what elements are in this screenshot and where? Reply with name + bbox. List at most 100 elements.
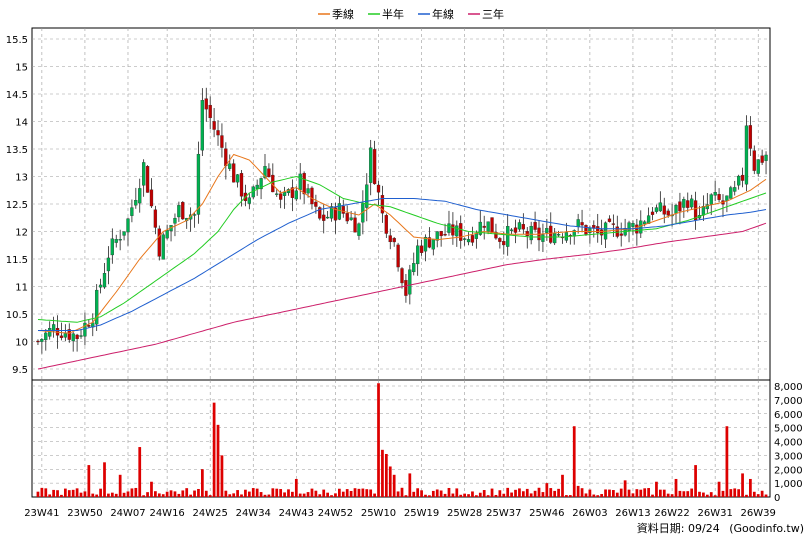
volume-bar <box>612 490 615 497</box>
volume-bar <box>416 488 420 497</box>
volume-bar <box>161 494 165 497</box>
volume-bar <box>451 493 455 497</box>
volume-bar <box>596 495 600 497</box>
candle-body <box>51 324 56 332</box>
footer-date: 資料日期: 09/24 <box>637 521 720 535</box>
volume-bar <box>220 455 224 497</box>
candle <box>752 145 756 175</box>
price-y-tick: 11.5 <box>6 255 28 266</box>
price-y-tick: 10 <box>15 338 28 349</box>
volume-bar <box>635 489 639 497</box>
candle <box>690 194 694 210</box>
candle <box>525 227 529 249</box>
candle <box>709 193 713 215</box>
volume-bar <box>604 489 607 497</box>
volume-bar <box>173 491 177 497</box>
candle-body <box>556 234 561 236</box>
moving-average-lines <box>37 153 767 370</box>
volume-bar <box>107 493 110 497</box>
candle <box>392 236 396 247</box>
volume-bar <box>48 494 52 497</box>
candle <box>239 170 244 207</box>
candle-body <box>713 192 717 196</box>
x-tick-label: 24W25 <box>193 508 228 519</box>
volume-bar <box>623 480 627 497</box>
candle <box>455 220 459 247</box>
candle <box>502 231 506 255</box>
candle <box>733 180 737 196</box>
volume-bar <box>608 489 611 497</box>
legend-label: 半年 <box>382 7 404 21</box>
candle-body <box>611 223 616 225</box>
volume-bar <box>702 492 705 497</box>
legend-item-0: 季線 <box>318 7 354 21</box>
candle-body <box>48 328 52 337</box>
volume-y-tick: 6,000 <box>774 410 803 421</box>
candle-body <box>177 205 181 218</box>
x-tick-label: 24W16 <box>149 508 184 519</box>
price-y-tick: 14 <box>15 118 28 129</box>
candle-body <box>517 222 522 230</box>
volume-bar <box>302 493 306 497</box>
candle <box>134 187 138 209</box>
x-tick-label: 26W03 <box>572 508 607 519</box>
footer-label: 資料日期: 09/24 (Goodinfo.tw) <box>637 521 804 535</box>
candle <box>114 234 118 248</box>
volume-bar <box>471 491 474 497</box>
candle-body <box>447 223 451 233</box>
candle-body <box>729 187 733 199</box>
candle <box>419 240 424 256</box>
volume-bar <box>631 493 635 497</box>
candle <box>388 228 392 250</box>
volume-bar <box>705 494 709 497</box>
candle <box>75 333 79 352</box>
volume-bar <box>404 495 408 497</box>
candle <box>584 224 588 236</box>
candle <box>509 227 514 235</box>
volume-bar <box>396 491 400 497</box>
price-y-tick: 12.5 <box>6 200 28 211</box>
candle <box>228 154 232 172</box>
volume-bar <box>87 465 91 497</box>
volume-bar <box>189 494 192 497</box>
candle-body <box>666 210 670 216</box>
volume-bar <box>377 383 380 497</box>
volume-bar <box>557 488 560 497</box>
candle-body <box>216 130 220 136</box>
candle-body <box>740 174 745 181</box>
volume-bar <box>79 492 83 497</box>
volume-bar <box>737 489 741 497</box>
candle <box>404 274 408 303</box>
candle-body <box>678 201 682 212</box>
volume-bar <box>91 493 95 497</box>
volume-bar <box>721 490 725 497</box>
candle-body <box>102 273 107 288</box>
candle <box>556 230 561 238</box>
candle <box>635 218 639 246</box>
volume-bar <box>388 466 392 497</box>
candle-body <box>400 268 404 284</box>
volume-bar <box>443 493 447 497</box>
candle-body <box>173 217 177 224</box>
candle <box>435 231 439 248</box>
price-y-tick: 11 <box>15 283 28 294</box>
candle-body <box>110 238 114 256</box>
volume-bar-series <box>36 383 768 497</box>
candle-body <box>204 98 208 110</box>
candle <box>333 202 338 234</box>
x-tick-label: 26W22 <box>654 508 689 519</box>
volume-bar <box>615 492 619 497</box>
candle-body <box>416 245 420 265</box>
volume-bar <box>71 489 75 497</box>
price-y-tick: 12 <box>15 228 28 239</box>
candle-body <box>302 173 306 195</box>
volume-bar <box>678 490 682 497</box>
candle-body <box>294 190 298 200</box>
candle-body <box>733 187 737 192</box>
candle <box>513 219 518 244</box>
volume-bar <box>498 490 502 497</box>
volume-bar <box>408 473 412 497</box>
candle-body <box>388 235 392 243</box>
candle-body <box>412 263 416 273</box>
price-y-tick: 10.5 <box>6 310 28 321</box>
